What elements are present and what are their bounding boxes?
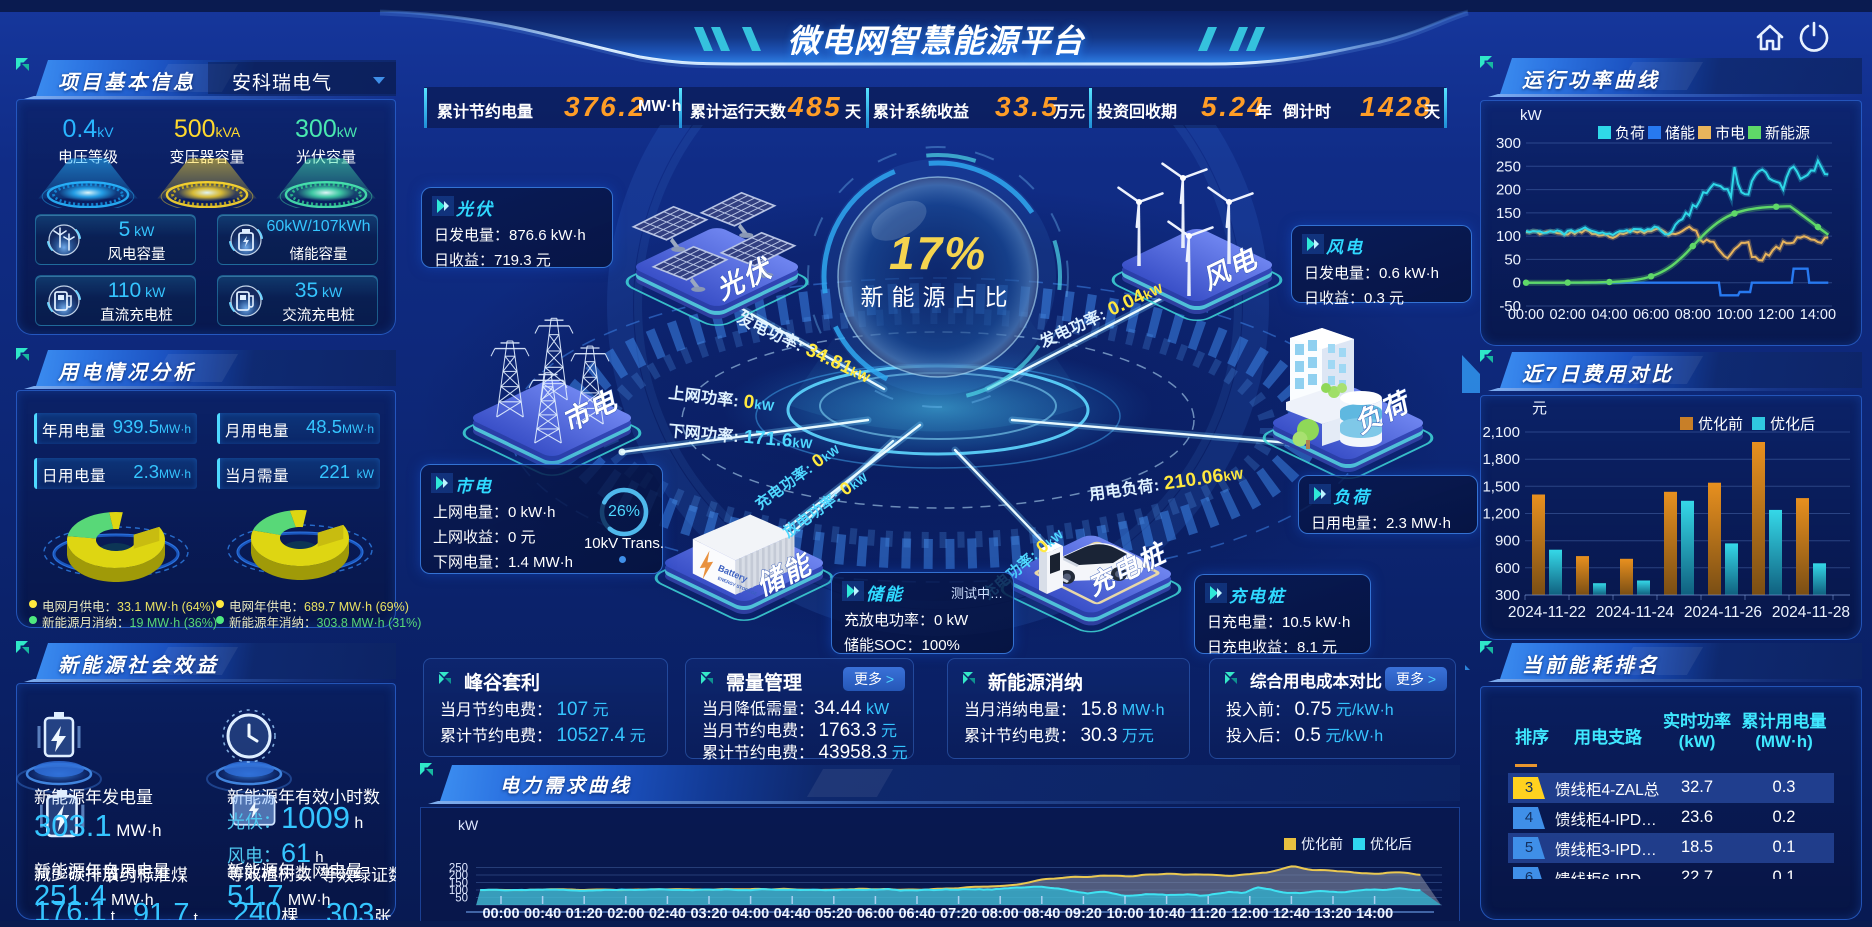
svg-text:1,500: 1,500 (1482, 478, 1520, 495)
svg-text:250: 250 (1496, 158, 1521, 175)
svg-text:kW: kW (458, 817, 479, 833)
svg-text:200: 200 (449, 870, 468, 882)
svg-text:11:20: 11:20 (1190, 906, 1226, 922)
svg-text:12:40: 12:40 (1273, 906, 1310, 922)
svg-text:负荷: 负荷 (1615, 125, 1645, 142)
svg-text:04:40: 04:40 (774, 906, 811, 922)
svg-text:优化前: 优化前 (1698, 416, 1743, 433)
svg-text:元: 元 (1532, 400, 1547, 417)
svg-text:2024-11-26: 2024-11-26 (1684, 604, 1762, 621)
svg-text:06:00: 06:00 (1633, 307, 1669, 323)
svg-text:01:20: 01:20 (566, 906, 603, 922)
svg-text:04:00: 04:00 (1591, 307, 1627, 323)
svg-text:2024-11-24: 2024-11-24 (1596, 604, 1675, 621)
svg-text:06:40: 06:40 (898, 906, 935, 922)
svg-text:300: 300 (1496, 135, 1521, 152)
svg-text:100: 100 (449, 885, 468, 897)
svg-text:08:00: 08:00 (1675, 307, 1711, 323)
svg-text:10:40: 10:40 (1148, 906, 1185, 922)
svg-text:2,100: 2,100 (1482, 424, 1520, 441)
svg-text:新能源占比: 新能源占比 (861, 284, 1016, 310)
svg-text:市电: 市电 (1715, 125, 1745, 142)
svg-text:600: 600 (1495, 560, 1520, 577)
svg-text:250: 250 (449, 863, 468, 875)
svg-text:04:00: 04:00 (732, 906, 769, 922)
svg-text:00:00: 00:00 (1508, 307, 1544, 323)
svg-text:50: 50 (455, 893, 468, 905)
svg-text:1,800: 1,800 (1482, 451, 1520, 468)
svg-text:储能: 储能 (1665, 125, 1695, 142)
svg-text:50: 50 (1504, 251, 1521, 268)
svg-text:14:00: 14:00 (1800, 307, 1836, 323)
svg-text:09:20: 09:20 (1065, 906, 1102, 922)
svg-text:05:20: 05:20 (815, 906, 852, 922)
svg-text:02:00: 02:00 (607, 906, 644, 922)
svg-text:优化前: 优化前 (1301, 836, 1343, 852)
svg-text:2024-11-22: 2024-11-22 (1508, 604, 1586, 621)
svg-text:2024-11-28: 2024-11-28 (1772, 604, 1850, 621)
svg-text:12:00: 12:00 (1758, 307, 1794, 323)
svg-text:14:00: 14:00 (1356, 906, 1393, 922)
svg-text:12:00: 12:00 (1231, 906, 1268, 922)
svg-text:1,200: 1,200 (1482, 506, 1520, 523)
svg-text:07:20: 07:20 (940, 906, 977, 922)
svg-text:02:40: 02:40 (649, 906, 686, 922)
svg-text:10:00: 10:00 (1716, 307, 1752, 323)
svg-text:08:00: 08:00 (982, 906, 1019, 922)
svg-text:03:20: 03:20 (690, 906, 727, 922)
svg-text:02:00: 02:00 (1550, 307, 1586, 323)
svg-text:00:40: 00:40 (524, 906, 561, 922)
svg-text:150: 150 (449, 878, 468, 890)
svg-text:06:00: 06:00 (857, 906, 894, 922)
svg-text:00:00: 00:00 (482, 906, 519, 922)
svg-text:17%: 17% (889, 227, 987, 279)
svg-text:新能源: 新能源 (1765, 125, 1810, 142)
svg-text:13:20: 13:20 (1314, 906, 1351, 922)
svg-text:10:00: 10:00 (1106, 906, 1143, 922)
svg-text:08:40: 08:40 (1023, 906, 1060, 922)
svg-text:900: 900 (1495, 533, 1520, 550)
svg-text:100: 100 (1496, 228, 1521, 245)
svg-text:300: 300 (1495, 587, 1520, 604)
svg-text:-50: -50 (1499, 298, 1521, 315)
svg-text:kW: kW (1520, 107, 1543, 124)
svg-text:150: 150 (1496, 205, 1521, 222)
svg-text:200: 200 (1496, 182, 1521, 199)
svg-text:0: 0 (1513, 275, 1521, 292)
svg-text:优化后: 优化后 (1770, 416, 1815, 433)
svg-text:优化后: 优化后 (1370, 836, 1412, 852)
